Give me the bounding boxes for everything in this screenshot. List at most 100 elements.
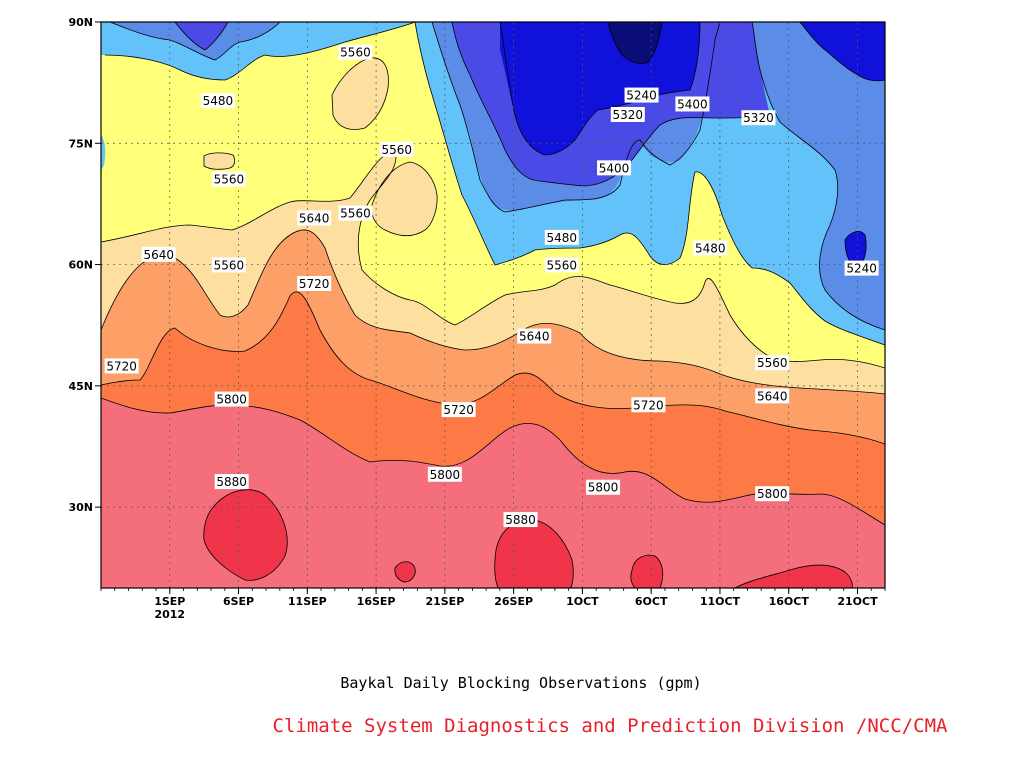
contour-label: 5400: [599, 161, 630, 175]
contour-label: 5560: [340, 207, 371, 221]
y-axis: 30N 45N 60N 75N 90N: [68, 16, 101, 514]
chart-subtitle: Baykal Daily Blocking Observations (gpm): [340, 674, 701, 692]
contour-label-bg: [214, 474, 249, 490]
x-year-label: 2012: [154, 608, 185, 621]
x-tick-label: 26SEP: [494, 595, 533, 608]
contour-label-bg: [503, 512, 538, 528]
contour-label-bg: [338, 205, 373, 221]
contour-label: 5560: [214, 258, 245, 272]
contour-label-bg: [141, 246, 176, 262]
contour-label-bg: [427, 466, 462, 482]
y-tick-label: 90N: [68, 16, 93, 29]
y-tick-label: 60N: [68, 259, 93, 272]
plot-frame: [100, 21, 886, 589]
contour-label-bg: [755, 486, 790, 502]
contour-label-bg: [200, 93, 235, 109]
contour-label-bg: [631, 397, 666, 413]
contour-label: 5800: [757, 487, 788, 501]
contour-line-5880-d: [630, 554, 664, 588]
band-above-5880-c: [394, 561, 416, 582]
contour-line-5480: [414, 22, 885, 346]
contour-label: 5480: [546, 231, 577, 245]
x-tick-label: 1SEP: [154, 595, 185, 608]
band-above-5880-d: [630, 555, 663, 588]
band-5160-5240-east-small: [845, 231, 867, 268]
contour-label-bg: [675, 96, 710, 112]
contour-label-bg: [297, 275, 332, 291]
contour-label-bg: [104, 358, 139, 374]
contour-label-bg: [297, 210, 332, 226]
contour-label: 5240: [846, 262, 877, 276]
contour-label: 5400: [677, 97, 708, 111]
grid-lines: [101, 22, 885, 588]
contour-label-bg: [211, 257, 246, 273]
contour-line-5160: [607, 22, 663, 64]
contour-lines: [101, 22, 885, 588]
contour-line-5240: [499, 22, 885, 269]
x-tick-label: 21SEP: [425, 595, 464, 608]
band-5320-5400-nw: [101, 22, 280, 60]
band-5240-5320-nw: [175, 22, 228, 50]
contour-label: 5560: [340, 46, 371, 60]
x-tick-label: 11OCT: [700, 595, 741, 608]
contour-line-5880-a: [203, 489, 288, 581]
x-tick-label: 11SEP: [288, 595, 327, 608]
band-above-5880-b: [494, 519, 574, 588]
contour-label-bg: [517, 328, 552, 344]
contour-line-5400: [431, 22, 885, 331]
contour-label-bg: [338, 44, 373, 60]
contour-line-nw-c: [174, 22, 229, 51]
contour-label: 5640: [519, 330, 550, 344]
contour-label: 5320: [743, 111, 774, 125]
band-above-5880-e: [735, 565, 853, 588]
x-axis: 1SEP 6SEP 11SEP 16SEP 21SEP 26SEP 1OCT 6OCT 11OC…: [100, 588, 886, 621]
x-tick-label: 16SEP: [357, 595, 396, 608]
contour-line-blob-c: [371, 161, 438, 237]
x-tick-label: 16OCT: [769, 595, 810, 608]
contour-label: 5640: [757, 389, 788, 403]
contour-line-5720: [101, 291, 885, 445]
contour-label: 5640: [299, 211, 330, 225]
contour-label: 5640: [143, 248, 174, 262]
contour-label: 5800: [588, 481, 619, 495]
contour-label: 5720: [299, 277, 330, 291]
x-tick-label: 21OCT: [837, 595, 878, 608]
contour-label-bg: [544, 257, 579, 273]
contour-label: 5720: [633, 398, 664, 412]
x-tick-label: 6SEP: [223, 595, 254, 608]
band-5560-5640-blob-c: [371, 162, 438, 236]
contour-label: 5240: [626, 89, 657, 103]
x-tick-label: 6OCT: [635, 595, 668, 608]
y-tick-label: 45N: [68, 380, 93, 393]
contour-line-5320: [451, 22, 771, 187]
contour-label-bg: [610, 106, 645, 122]
contour-label: 5480: [203, 94, 234, 108]
contour-label-bg: [586, 479, 621, 495]
contour-label: 5560: [381, 143, 412, 157]
contour-line-nw-a: [104, 22, 416, 81]
contour-label: 5800: [216, 393, 247, 407]
contour-label-bg: [597, 160, 632, 176]
band-5560-5640-blob-w: [204, 152, 235, 170]
contour-line-blob-w: [203, 152, 236, 170]
contour-line-5880-e: [734, 564, 853, 588]
contour-label: 5480: [695, 241, 726, 255]
contour-label-bg: [214, 391, 249, 407]
contour-labels: 5560 5480 5240 5320 5400 5320 5560 5560 5400 5640…: [104, 44, 879, 528]
band-above-5880-a: [203, 489, 288, 581]
contour-line-5560: [101, 149, 885, 369]
band-5160-5240-east: [800, 22, 885, 81]
contour-line-blob-n: [331, 57, 389, 130]
y-tick-label: 75N: [68, 137, 93, 150]
contour-label: 5720: [106, 359, 137, 373]
contour-label-bg: [544, 229, 579, 245]
contour-label-bg: [693, 240, 728, 256]
contour-label-bg: [379, 141, 414, 157]
band-5400-5480-west-edge: [101, 135, 106, 170]
contour-label-bg: [624, 87, 659, 103]
contour-label-bg: [441, 402, 476, 418]
contour-label-bg: [755, 388, 790, 404]
contour-label: 5880: [505, 513, 536, 527]
contour-label: 5320: [613, 108, 644, 122]
